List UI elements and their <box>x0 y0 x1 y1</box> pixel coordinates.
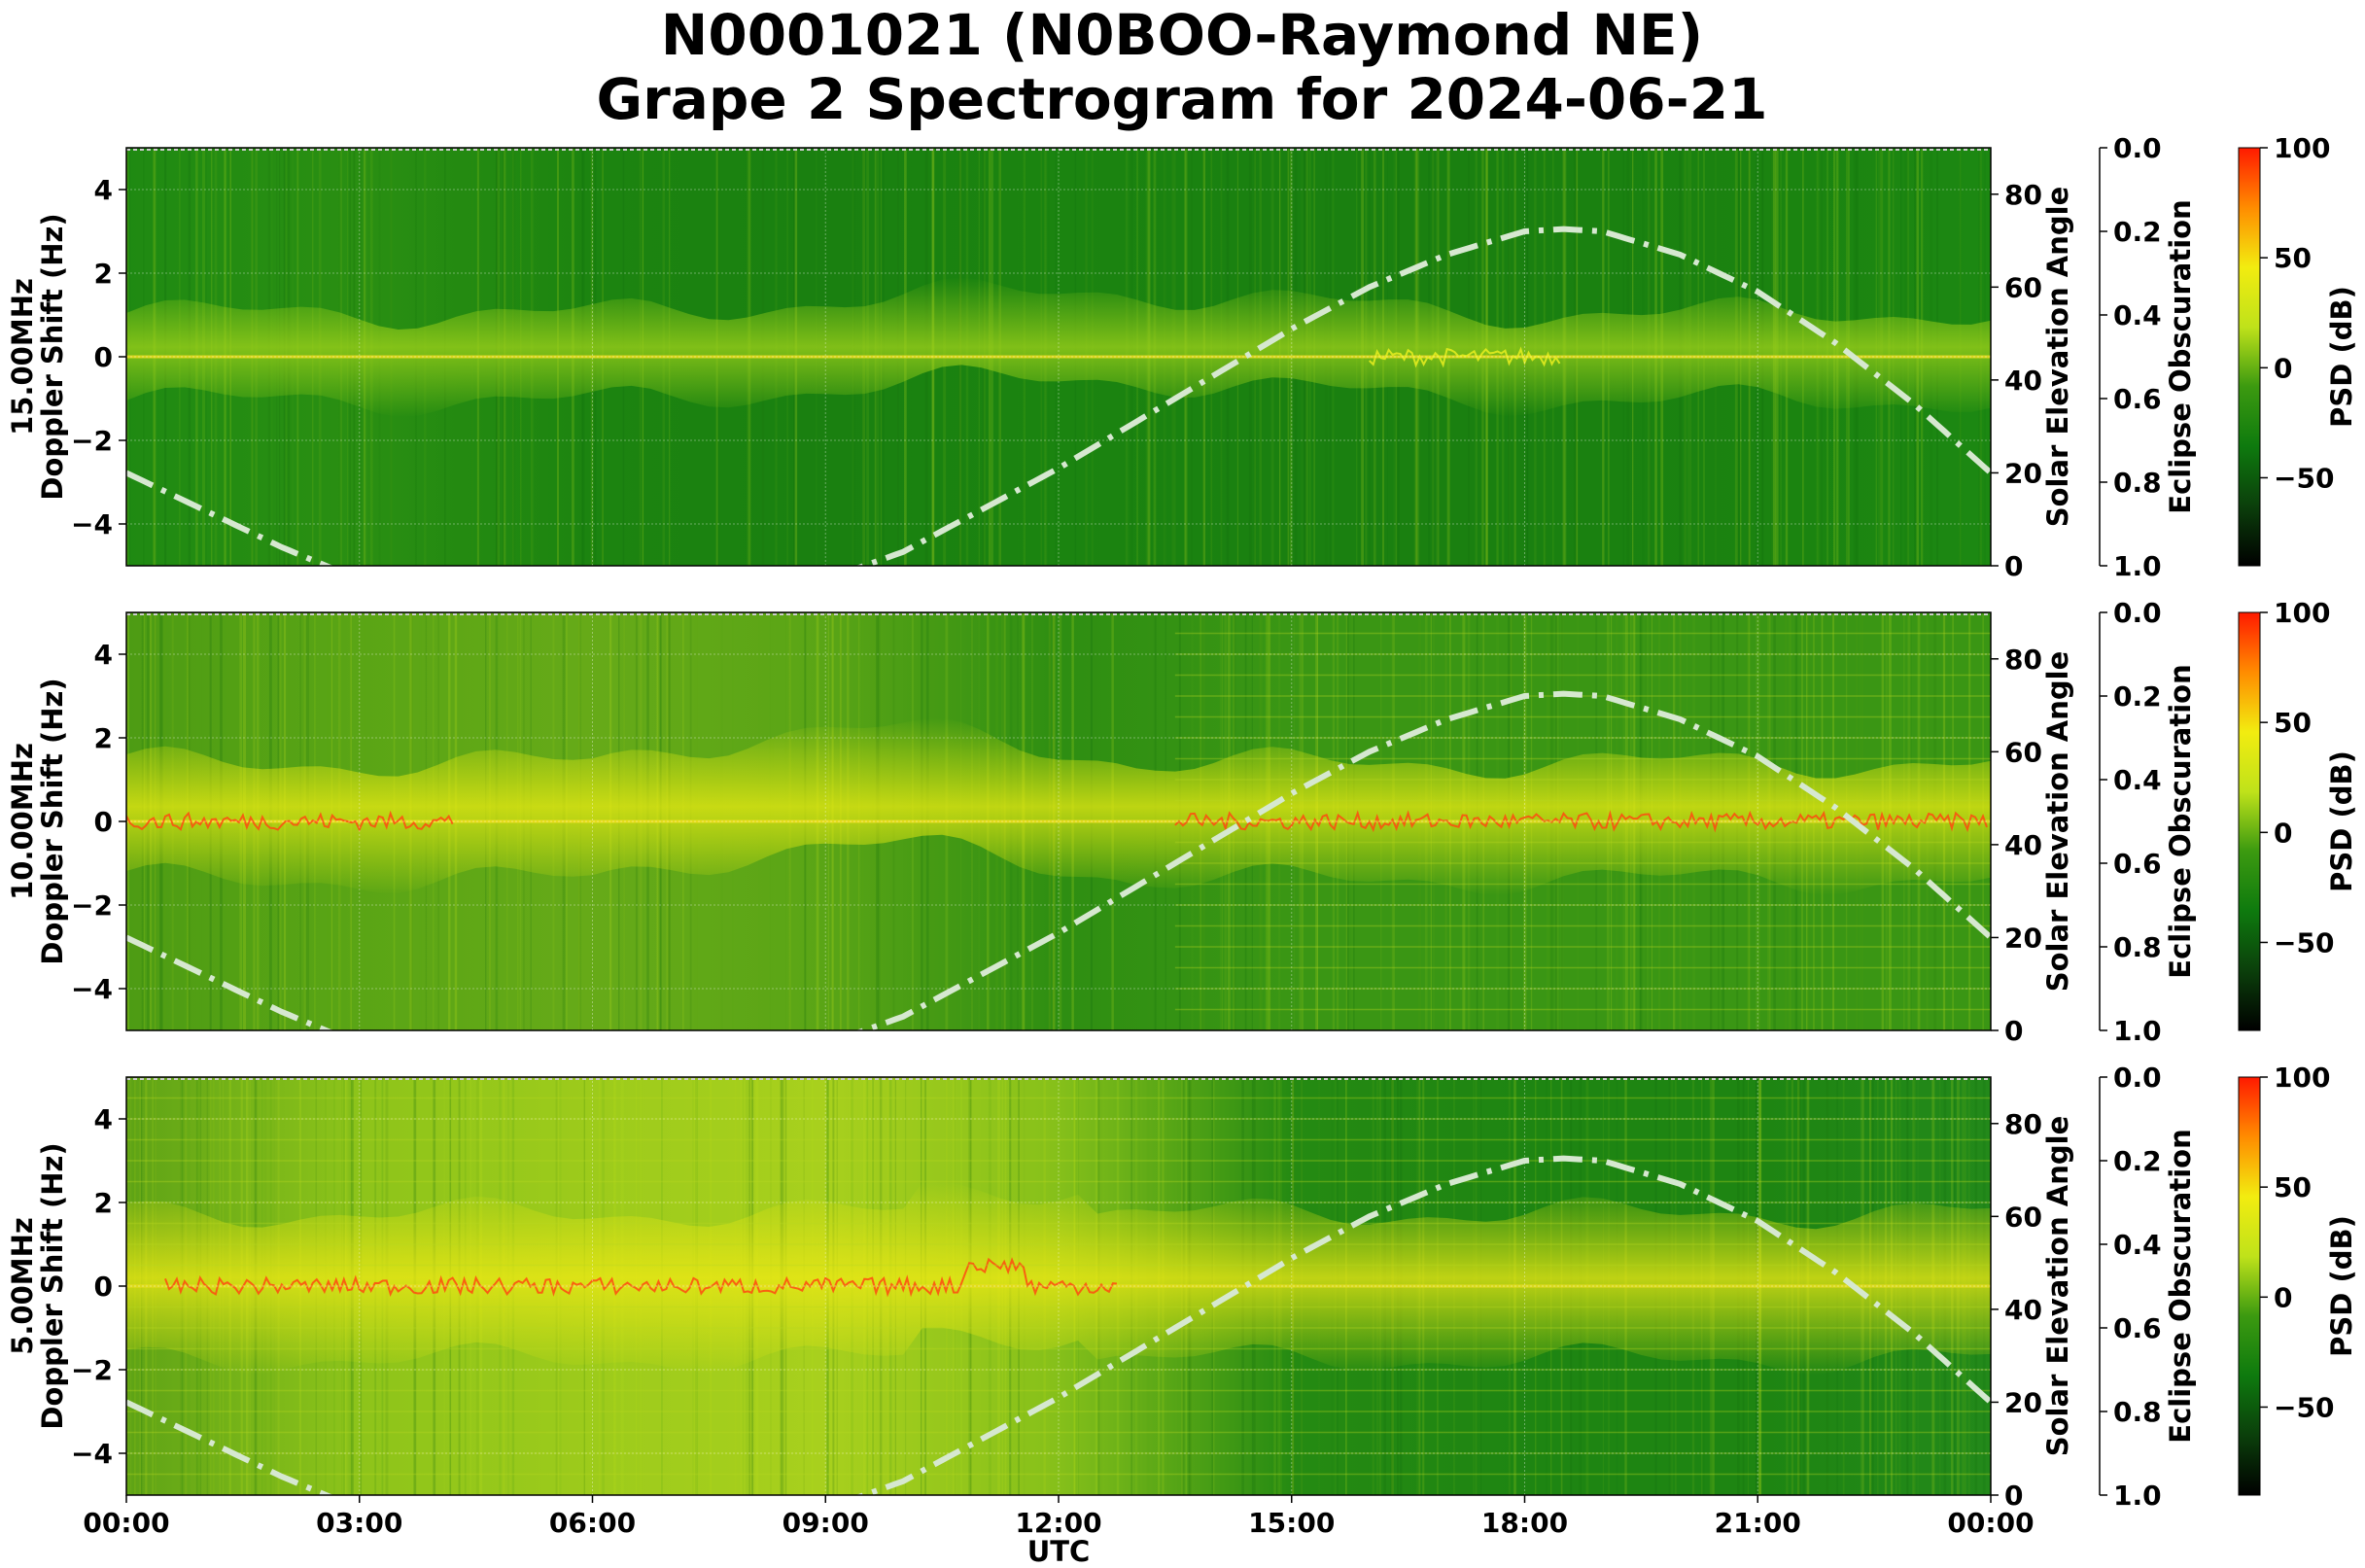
colorbar-label: PSD (dB) <box>2325 286 2358 428</box>
y-axis-label: Doppler Shift (Hz) <box>36 213 69 500</box>
y-axis-label: Doppler Shift (Hz) <box>36 678 69 964</box>
y-tick-label: −2 <box>71 889 113 922</box>
solar-elevation-curve <box>126 690 1991 1030</box>
frequency-label: 5.00MHz <box>6 1217 39 1355</box>
solar-tick-label: 40 <box>2004 829 2042 861</box>
solar-tick-label: 40 <box>2004 365 2042 397</box>
eclipse-axis-label: Eclipse Obscuration <box>2164 1129 2197 1443</box>
y-tick-label: 4 <box>94 174 113 206</box>
solar-axis-label: Solar Elevation Angle <box>2041 651 2074 993</box>
eclipse-tick-label: 0.4 <box>2113 1229 2162 1261</box>
psd-colorbar <box>2238 1076 2261 1496</box>
x-tick-label: 09:00 <box>783 1507 869 1539</box>
solar-elevation-curve <box>126 226 1991 566</box>
x-tick-label: 18:00 <box>1481 1507 1568 1539</box>
y-tick-label: 2 <box>94 722 113 754</box>
y-tick-label: 4 <box>94 639 113 671</box>
solar-tick-label: 60 <box>2004 271 2042 303</box>
solar-tick-label: 60 <box>2004 736 2042 768</box>
x-tick-label: 12:00 <box>1015 1507 1101 1539</box>
y-tick-label: −2 <box>71 1354 113 1386</box>
y-tick-label: 2 <box>94 1187 113 1219</box>
solar-axis-label: Solar Elevation Angle <box>2041 187 2074 528</box>
colorbar-tick-label: −50 <box>2274 1391 2334 1423</box>
psd-colorbar <box>2238 147 2261 567</box>
x-tick-label: 03:00 <box>316 1507 402 1539</box>
solar-tick-label: 0 <box>2004 1015 2023 1047</box>
eclipse-tick-label: 1.0 <box>2113 1015 2162 1047</box>
x-tick-label: 06:00 <box>549 1507 636 1539</box>
eclipse-tick-label: 0.0 <box>2113 132 2162 164</box>
x-tick-label: 15:00 <box>1248 1507 1335 1539</box>
x-tick-label: 21:00 <box>1715 1507 1801 1539</box>
title-line-1: N0001021 (N0BOO-Raymond NE) <box>661 2 1703 68</box>
title-line-2: Grape 2 Spectrogram for 2024-06-21 <box>597 66 1768 132</box>
eclipse-tick-label: 0.6 <box>2113 848 2162 880</box>
eclipse-tick-label: 0.8 <box>2113 467 2162 499</box>
solar-tick-label: 0 <box>2004 1480 2023 1512</box>
y-tick-label: 2 <box>94 258 113 290</box>
eclipse-tick-label: 0.0 <box>2113 1062 2162 1094</box>
solar-tick-label: 80 <box>2004 179 2042 211</box>
colorbar-tick-label: 100 <box>2274 597 2330 629</box>
eclipse-tick-label: 0.6 <box>2113 1312 2162 1344</box>
eclipse-tick-label: 0.4 <box>2113 299 2162 331</box>
solar-tick-label: 80 <box>2004 1108 2042 1140</box>
colorbar-tick-label: −50 <box>2274 462 2334 494</box>
x-tick-label: 00:00 <box>83 1507 169 1539</box>
colorbar-label: PSD (dB) <box>2325 1215 2358 1357</box>
frequency-label: 10.00MHz <box>6 743 39 900</box>
frequency-label: 15.00MHz <box>6 278 39 436</box>
eclipse-tick-label: 1.0 <box>2113 550 2162 582</box>
solar-tick-label: 0 <box>2004 550 2023 582</box>
eclipse-tick-label: 0.2 <box>2113 680 2162 713</box>
eclipse-tick-label: 0.2 <box>2113 216 2162 248</box>
colorbar-tick-label: 50 <box>2274 242 2312 274</box>
eclipse-tick-label: 1.0 <box>2113 1480 2162 1512</box>
colorbar-label: PSD (dB) <box>2325 750 2358 892</box>
y-tick-label: −4 <box>71 508 113 540</box>
x-tick-label: 00:00 <box>1947 1507 2034 1539</box>
colorbar-tick-label: 0 <box>2274 352 2292 384</box>
solar-tick-label: 20 <box>2004 457 2042 489</box>
colorbar-tick-label: 100 <box>2274 1062 2330 1094</box>
colorbar-tick-label: −50 <box>2274 926 2334 958</box>
eclipse-tick-label: 0.0 <box>2113 597 2162 629</box>
solar-axis-label: Solar Elevation Angle <box>2041 1116 2074 1457</box>
solar-tick-label: 60 <box>2004 1201 2042 1233</box>
y-tick-label: −4 <box>71 973 113 1005</box>
colorbar-tick-label: 0 <box>2274 817 2292 849</box>
x-axis-label: UTC <box>1027 1535 1091 1568</box>
y-tick-label: −2 <box>71 425 113 457</box>
colorbar-tick-label: 0 <box>2274 1281 2292 1313</box>
eclipse-tick-label: 0.8 <box>2113 931 2162 963</box>
colorbar-tick-label: 100 <box>2274 132 2330 164</box>
y-tick-label: 0 <box>94 806 113 838</box>
y-tick-label: 0 <box>94 341 113 373</box>
solar-tick-label: 80 <box>2004 644 2042 676</box>
solar-tick-label: 20 <box>2004 922 2042 954</box>
eclipse-tick-label: 0.6 <box>2113 383 2162 415</box>
colorbar-tick-label: 50 <box>2274 1171 2312 1203</box>
colorbar-tick-label: 50 <box>2274 707 2312 739</box>
y-tick-label: 4 <box>94 1103 113 1135</box>
eclipse-tick-label: 0.8 <box>2113 1396 2162 1428</box>
psd-colorbar <box>2238 611 2261 1031</box>
solar-tick-label: 20 <box>2004 1386 2042 1418</box>
solar-tick-label: 40 <box>2004 1294 2042 1326</box>
y-tick-label: −4 <box>71 1438 113 1470</box>
y-axis-label: Doppler Shift (Hz) <box>36 1142 69 1429</box>
eclipse-tick-label: 0.4 <box>2113 764 2162 796</box>
y-tick-label: 0 <box>94 1271 113 1303</box>
eclipse-axis-label: Eclipse Obscuration <box>2164 199 2197 513</box>
eclipse-axis-label: Eclipse Obscuration <box>2164 664 2197 978</box>
eclipse-tick-label: 0.2 <box>2113 1145 2162 1177</box>
solar-elevation-curve <box>126 1155 1991 1495</box>
